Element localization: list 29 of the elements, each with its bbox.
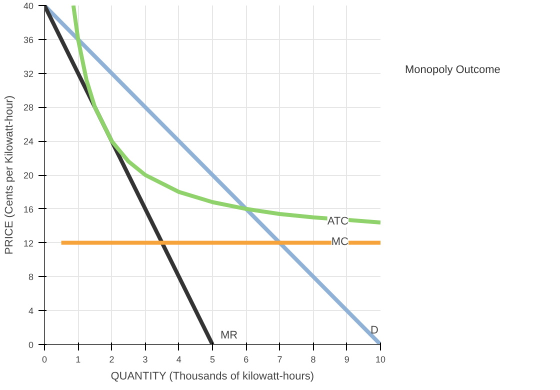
y-axis-title: PRICE (Cents per Kilowatt-hour) [3, 96, 16, 254]
x-tick-label: 1 [76, 354, 81, 364]
x-tick-label: 10 [375, 354, 386, 364]
y-tick-label: 20 [23, 170, 34, 180]
x-tick-label: 8 [310, 354, 316, 364]
x-tick-label: 7 [277, 354, 282, 364]
y-tick-label: 40 [23, 1, 34, 11]
y-tick-label: 32 [23, 68, 34, 79]
series-label: ATC [327, 215, 349, 228]
y-tick-label: 8 [28, 272, 34, 282]
y-tick-label: 36 [23, 34, 34, 45]
x-tick-label: 4 [176, 354, 182, 364]
series-label: MR [220, 330, 238, 342]
y-tick-label: 24 [23, 136, 34, 147]
y-tick-label: 4 [28, 306, 34, 316]
x-tick-label: 0 [42, 354, 48, 364]
y-tick-label: 28 [23, 102, 34, 113]
x-tick-label: 2 [109, 354, 114, 364]
x-tick-label: 9 [344, 354, 350, 364]
y-tick-label: 12 [23, 238, 34, 248]
y-tick-label: 0 [28, 340, 34, 350]
series-label: MC [331, 236, 349, 248]
x-tick-label: 3 [142, 354, 148, 364]
x-axis-title: QUANTITY (Thousands of kilowatt-hours) [110, 370, 314, 382]
x-tick-label: 5 [210, 354, 216, 364]
series-label: D [370, 324, 379, 336]
y-tick-label: 16 [23, 204, 34, 214]
text: Monopoly Outcome [405, 63, 500, 78]
x-tick-label: 6 [244, 354, 249, 364]
